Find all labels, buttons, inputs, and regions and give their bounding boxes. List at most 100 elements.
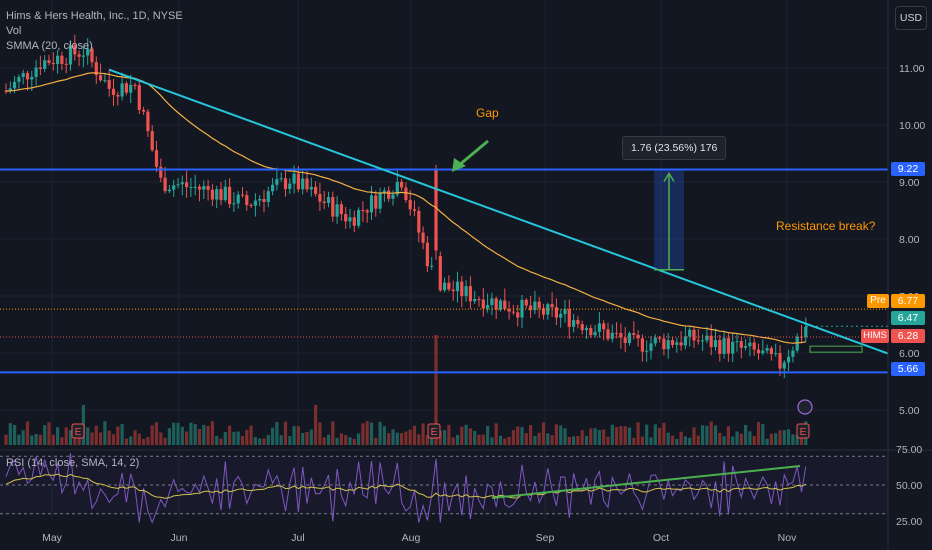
candle	[86, 48, 90, 56]
candle	[417, 210, 421, 233]
volume-bar	[159, 432, 163, 445]
candle	[400, 181, 404, 188]
candle	[412, 209, 417, 211]
volume-bar	[133, 430, 137, 445]
candle	[137, 85, 141, 110]
volume-bar	[765, 438, 769, 445]
candle	[718, 339, 722, 354]
volume-bar	[232, 431, 236, 445]
volume-bar	[692, 427, 696, 445]
volume-bar	[8, 423, 12, 445]
rsi-tick-label: 25.00	[896, 516, 922, 528]
candle	[47, 60, 51, 63]
candle	[507, 308, 511, 312]
candle	[301, 178, 305, 190]
candle	[731, 341, 735, 354]
candle	[185, 182, 189, 188]
candle	[197, 186, 202, 190]
currency-button[interactable]: USD	[895, 6, 927, 30]
candle	[369, 195, 374, 213]
candle	[572, 320, 576, 327]
candle	[554, 307, 558, 318]
volume-bar	[731, 436, 735, 445]
volume-bar	[524, 433, 528, 445]
candle	[675, 342, 679, 345]
candle	[503, 300, 507, 309]
candle	[240, 194, 245, 196]
price-tick-label: 11.00	[899, 63, 925, 75]
volume-bar	[507, 436, 511, 445]
candle	[662, 338, 666, 350]
candle	[447, 282, 451, 290]
candle	[421, 232, 425, 243]
candle	[38, 67, 42, 69]
volume-bar	[559, 425, 563, 445]
volume-bar	[279, 435, 283, 445]
candle	[645, 350, 649, 352]
volume-bar	[782, 430, 786, 445]
candle	[735, 341, 739, 343]
candle	[318, 194, 322, 202]
candle	[679, 342, 683, 346]
candle	[632, 333, 636, 335]
time-tick-label: Jun	[171, 532, 188, 544]
candle	[154, 150, 159, 167]
candle	[529, 305, 533, 311]
earnings-marker	[71, 423, 85, 439]
volume-bar	[202, 424, 206, 445]
volume-bar	[348, 437, 352, 445]
volume-bar	[421, 423, 425, 445]
volume-bar	[619, 426, 623, 445]
candle	[232, 203, 236, 205]
candle	[275, 179, 279, 185]
candle	[64, 63, 68, 65]
rsi-legend: RSI (14, close, SMA, 14, 2)	[6, 457, 140, 469]
volume-bar	[615, 427, 619, 445]
candle	[124, 83, 128, 93]
gap-arrowhead	[452, 158, 466, 172]
volume-bar	[391, 429, 395, 445]
candle	[464, 286, 468, 297]
volume-bar	[632, 437, 636, 445]
volume-bar	[679, 431, 683, 445]
candle	[696, 340, 700, 342]
candle	[473, 299, 477, 302]
candle	[602, 323, 606, 330]
candle	[335, 204, 339, 217]
candle	[374, 195, 378, 209]
volume-bar	[387, 433, 391, 445]
volume-bar	[43, 425, 47, 445]
candle	[94, 62, 98, 76]
candle	[559, 314, 563, 318]
volume-bar	[756, 422, 761, 445]
candle	[77, 54, 81, 57]
candle	[434, 169, 438, 251]
volume-bar	[417, 434, 421, 445]
candle	[331, 197, 335, 217]
volume-bar	[395, 432, 399, 445]
candle	[215, 189, 219, 200]
candle	[666, 340, 670, 350]
volume-bar	[176, 422, 180, 445]
volume-bar	[580, 430, 584, 445]
candle	[387, 190, 391, 199]
volume-bar	[443, 430, 447, 445]
volume-bar	[748, 431, 752, 445]
volume-bar	[124, 438, 128, 445]
volume-bar	[326, 434, 331, 445]
volume-bar	[305, 431, 309, 445]
candle	[56, 55, 60, 65]
candle	[610, 332, 614, 339]
volume-bar	[576, 436, 580, 445]
target-box	[809, 345, 863, 353]
volume-bar	[739, 433, 743, 445]
volume-bar	[116, 426, 120, 445]
volume-bar	[13, 424, 17, 445]
candle	[498, 300, 503, 310]
volume-bar	[382, 426, 386, 445]
volume-bar	[352, 438, 356, 445]
candle	[309, 186, 313, 190]
rsi-divergence-line	[491, 465, 801, 499]
candle	[705, 335, 709, 341]
